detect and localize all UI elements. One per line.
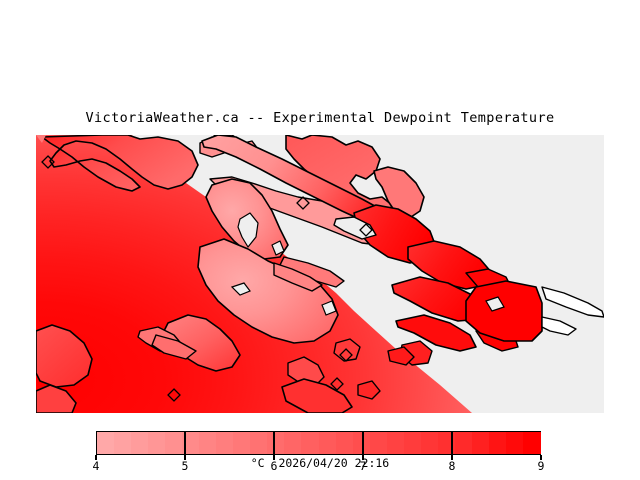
colorbar-segment (182, 432, 201, 454)
colorbar-tick-label: 8 (448, 459, 456, 473)
colorbar-segment (233, 432, 252, 454)
page-title: VictoriaWeather.ca -- Experimental Dewpo… (85, 110, 555, 126)
colorbar-segment (114, 432, 133, 454)
colorbar-segment (199, 432, 218, 454)
colorbar-segment (97, 432, 116, 454)
colorbar-tick-line (362, 431, 364, 455)
colorbar-segment (301, 432, 320, 454)
colorbar-segment (488, 432, 508, 454)
colorbar-segment (420, 432, 439, 454)
colorbar-tick-label: 9 (537, 459, 545, 473)
diamond-marker (296, 196, 310, 210)
diamond-marker (359, 223, 373, 237)
colorbar-segment (437, 432, 456, 454)
diamond-marker (41, 155, 55, 169)
colorbar-segment (148, 432, 167, 454)
colorbar-segment (403, 432, 422, 454)
colorbar-segment (505, 432, 525, 454)
colorbar-tick-label: 6 (270, 459, 278, 473)
colorbar-gradient (97, 432, 542, 454)
colorbar-tick-line (273, 431, 275, 455)
colorbar-tick-line (451, 431, 453, 455)
colorbar-segment (369, 432, 388, 454)
region-northwest-peninsula (41, 135, 199, 192)
colorbar-segment (352, 432, 371, 454)
colorbar-tick (95, 455, 97, 460)
colorbar-tick (273, 455, 275, 460)
colorbar-segment (216, 432, 235, 454)
colorbar-segment (284, 432, 303, 454)
colorbar-tick (451, 455, 453, 460)
map-area[interactable] (36, 135, 604, 413)
colorbar-segment (318, 432, 337, 454)
colorbar-tick-label: 5 (181, 459, 189, 473)
colorbar-tick (540, 455, 542, 460)
colorbar-tick-label: 7 (359, 459, 367, 473)
region-central-large-island (197, 178, 345, 344)
colorbar-segment (267, 432, 286, 454)
diamond-marker (330, 377, 344, 391)
colorbar-segment (165, 432, 184, 454)
colorbar-segment (471, 432, 490, 454)
region-east-islands (333, 204, 604, 366)
colorbar-tick (362, 455, 364, 460)
colorbar-segment (454, 432, 473, 454)
dewpoint-contour-map (36, 135, 604, 413)
colorbar-tick (184, 455, 186, 460)
station-markers (41, 155, 373, 402)
colorbar-legend: 4 5 6 7 8 9 (0, 425, 640, 480)
colorbar-segment (131, 432, 150, 454)
colorbar-tick-line (184, 431, 186, 455)
colorbar (96, 431, 542, 455)
colorbar-caption: °C 2026/04/20 22:16 (250, 456, 390, 470)
diamond-marker (339, 348, 353, 362)
diamond-marker (167, 388, 181, 402)
colorbar-segment (386, 432, 405, 454)
colorbar-tick-label: 4 (92, 459, 100, 473)
colorbar-segment (522, 432, 542, 454)
colorbar-segment (335, 432, 354, 454)
colorbar-segment (250, 432, 269, 454)
